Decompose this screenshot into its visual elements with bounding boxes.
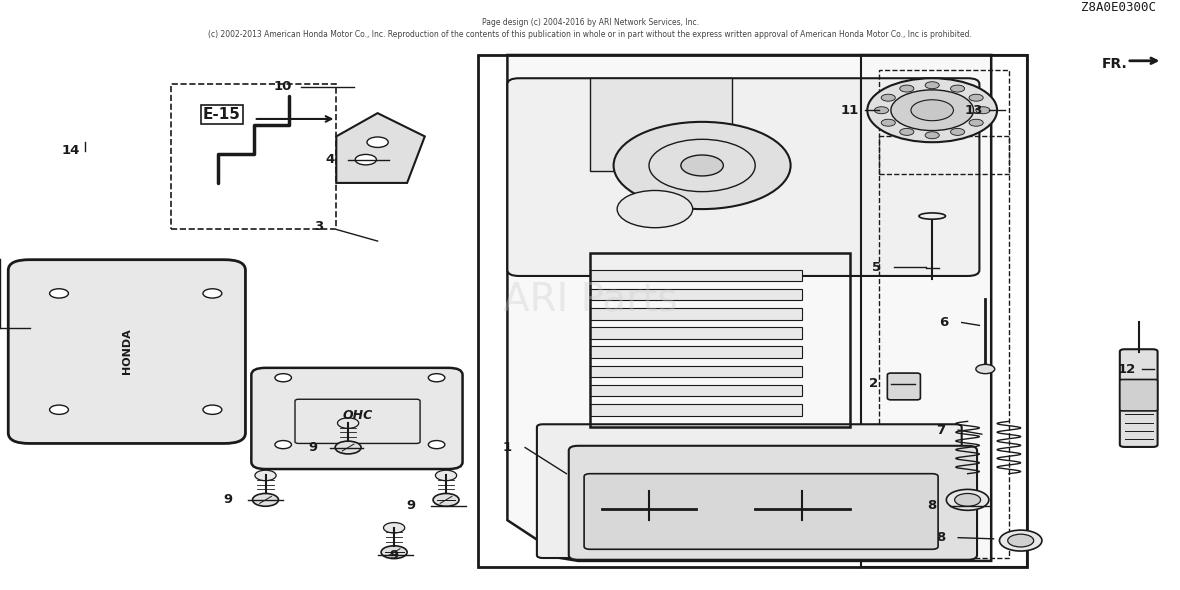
Text: 12: 12 (1117, 362, 1136, 375)
Circle shape (955, 493, 981, 506)
Text: Page design (c) 2004-2016 by ARI Network Services, Inc.: Page design (c) 2004-2016 by ARI Network… (481, 18, 699, 28)
Bar (590, 78, 732, 171)
Text: 9: 9 (223, 493, 232, 506)
Circle shape (335, 441, 361, 454)
Circle shape (384, 523, 405, 533)
Bar (879, 70, 1009, 174)
Bar (590, 404, 802, 415)
Circle shape (899, 129, 913, 135)
Polygon shape (507, 55, 991, 561)
Text: 2: 2 (868, 377, 878, 390)
Bar (861, 55, 1027, 567)
Circle shape (999, 530, 1042, 551)
Circle shape (255, 470, 276, 481)
Circle shape (976, 107, 990, 114)
FancyBboxPatch shape (1120, 379, 1158, 411)
Text: 9: 9 (389, 549, 399, 562)
Text: E-15: E-15 (203, 107, 241, 122)
FancyBboxPatch shape (8, 260, 245, 444)
Circle shape (428, 441, 445, 448)
Text: 9: 9 (308, 441, 317, 454)
Circle shape (891, 90, 973, 130)
Text: 11: 11 (840, 104, 859, 117)
Text: 1: 1 (503, 441, 512, 454)
Circle shape (50, 405, 68, 414)
Text: 8: 8 (927, 499, 937, 512)
Bar (590, 385, 802, 396)
Circle shape (435, 470, 457, 481)
Circle shape (614, 122, 791, 209)
Circle shape (50, 289, 68, 298)
Bar (478, 55, 1027, 567)
Circle shape (925, 82, 939, 88)
Text: 3: 3 (314, 220, 323, 233)
Text: 5: 5 (872, 261, 881, 274)
Circle shape (337, 418, 359, 428)
Bar (590, 289, 802, 300)
Text: 10: 10 (274, 80, 293, 93)
Text: 14: 14 (61, 145, 80, 158)
Text: 6: 6 (939, 316, 949, 329)
FancyBboxPatch shape (1120, 349, 1158, 447)
Text: 7: 7 (936, 424, 945, 437)
FancyBboxPatch shape (507, 78, 979, 276)
FancyBboxPatch shape (537, 424, 962, 558)
Bar (171, 84, 336, 230)
Text: 8: 8 (936, 531, 945, 544)
Circle shape (275, 441, 291, 448)
Ellipse shape (919, 213, 945, 219)
Circle shape (950, 129, 965, 135)
Circle shape (950, 85, 965, 92)
Circle shape (367, 137, 388, 148)
Bar (879, 136, 1009, 558)
Bar (590, 327, 802, 339)
Circle shape (867, 78, 997, 142)
Circle shape (881, 94, 896, 101)
Circle shape (275, 373, 291, 382)
Circle shape (969, 94, 983, 101)
Circle shape (969, 119, 983, 126)
Text: ARI Parts: ARI Parts (503, 280, 677, 318)
FancyBboxPatch shape (569, 446, 977, 560)
Circle shape (253, 493, 278, 506)
Circle shape (681, 155, 723, 176)
Text: Z8A0E0300C: Z8A0E0300C (1081, 1, 1156, 14)
Circle shape (976, 365, 995, 373)
Bar (590, 308, 802, 320)
FancyBboxPatch shape (887, 373, 920, 400)
Circle shape (203, 405, 222, 414)
Text: OHC: OHC (342, 409, 373, 422)
Circle shape (355, 155, 376, 165)
Circle shape (617, 191, 693, 228)
Circle shape (874, 107, 889, 114)
Bar (590, 253, 850, 427)
Text: 9: 9 (406, 499, 415, 512)
FancyBboxPatch shape (251, 368, 463, 469)
Circle shape (911, 100, 953, 121)
Bar (590, 346, 802, 358)
FancyBboxPatch shape (584, 474, 938, 549)
Bar (590, 270, 802, 281)
Circle shape (203, 289, 222, 298)
Circle shape (946, 489, 989, 510)
Polygon shape (336, 113, 425, 183)
Circle shape (428, 373, 445, 382)
Circle shape (881, 119, 896, 126)
Text: 4: 4 (326, 153, 335, 166)
Circle shape (1008, 534, 1034, 547)
Circle shape (433, 493, 459, 506)
Bar (590, 366, 802, 377)
Circle shape (381, 546, 407, 559)
Circle shape (899, 85, 914, 92)
Text: HONDA: HONDA (123, 329, 132, 375)
Text: FR.: FR. (1102, 57, 1128, 71)
Text: (c) 2002-2013 American Honda Motor Co., Inc. Reproduction of the contents of thi: (c) 2002-2013 American Honda Motor Co., … (208, 30, 972, 39)
Circle shape (925, 132, 939, 139)
Text: 13: 13 (964, 104, 983, 117)
